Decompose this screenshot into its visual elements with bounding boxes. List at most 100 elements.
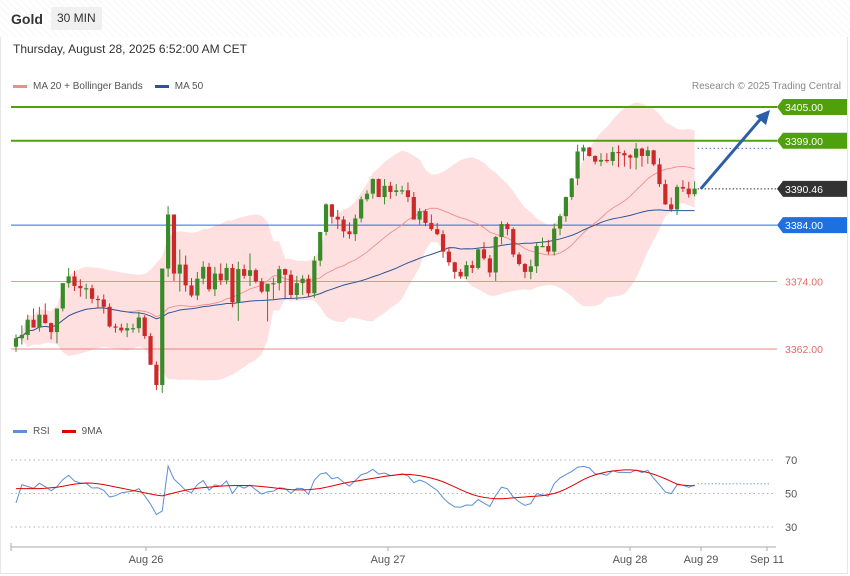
candle-body xyxy=(130,328,136,330)
candle xyxy=(195,271,200,301)
rsi-swatch xyxy=(13,430,27,433)
candle xyxy=(206,262,212,292)
legend-9ma-label: 9MA xyxy=(81,426,103,437)
candle xyxy=(364,190,370,202)
symbol-title: Gold xyxy=(11,11,43,27)
candle xyxy=(312,256,317,298)
candle xyxy=(511,227,516,258)
credit-text: Research © 2025 Trading Central xyxy=(691,81,841,92)
candle xyxy=(417,208,422,225)
candle xyxy=(411,191,416,220)
candle-body xyxy=(166,214,171,269)
candle-body xyxy=(294,283,299,295)
candle-body xyxy=(628,155,633,158)
candle xyxy=(335,209,340,230)
candle-body xyxy=(25,319,30,335)
candle-body xyxy=(517,254,522,265)
rsi-line xyxy=(15,464,695,516)
candle xyxy=(236,261,241,321)
candle xyxy=(101,294,106,314)
candle-body xyxy=(84,288,89,290)
timeframe-badge[interactable]: 30 MIN xyxy=(51,7,102,30)
candle xyxy=(598,153,604,167)
candle-body xyxy=(206,266,212,290)
candle xyxy=(540,237,545,248)
candle xyxy=(575,144,580,186)
legend-rsi-label: RSI xyxy=(33,426,50,437)
candle-body xyxy=(634,148,639,158)
x-tick-label: Sep 11 xyxy=(750,554,784,566)
candle xyxy=(13,334,19,352)
candle xyxy=(31,308,36,328)
candle-body xyxy=(230,267,235,303)
candle-body xyxy=(575,151,580,179)
candles-layer xyxy=(13,143,697,393)
candle xyxy=(353,214,358,241)
candle-body xyxy=(142,317,147,337)
candle-body xyxy=(271,283,276,285)
candle-body xyxy=(13,338,19,347)
candle-body xyxy=(493,237,498,273)
candle-body xyxy=(511,229,516,255)
level-labels-layer: 3405.00 3399.00 3390.46 3384.00 3374.00 3362.… xyxy=(777,99,847,356)
chart-datetime: Thursday, August 28, 2025 6:52:00 AM CET xyxy=(13,42,247,56)
candle xyxy=(669,197,674,212)
candle xyxy=(692,181,697,197)
candle-body xyxy=(528,266,533,272)
candle-body xyxy=(259,281,264,292)
candle-body xyxy=(154,364,159,386)
candle-body xyxy=(604,159,609,162)
candle-body xyxy=(78,285,83,289)
ma20-swatch xyxy=(13,85,27,88)
candle xyxy=(318,231,323,267)
candle xyxy=(66,267,71,288)
candle xyxy=(581,144,586,161)
rsi-level-label-70: 70 xyxy=(785,455,797,467)
candle xyxy=(107,303,112,328)
x-tick-label: Aug 29 xyxy=(684,554,719,566)
candle-body xyxy=(60,283,65,309)
candle-body xyxy=(610,152,615,162)
candle-body xyxy=(446,251,451,263)
rsi-panel: 70 50 30 xyxy=(11,455,797,534)
candle xyxy=(171,214,177,281)
level-label-3399.00: 3399.00 xyxy=(785,136,823,148)
candle-body xyxy=(253,270,258,282)
candle-body xyxy=(125,328,130,331)
candle xyxy=(405,182,411,203)
candle-body xyxy=(639,148,645,156)
candle-body xyxy=(470,265,475,268)
candle-body xyxy=(669,204,674,210)
candle-body xyxy=(429,222,434,230)
candle xyxy=(657,158,662,187)
candle xyxy=(189,278,194,298)
candle-body xyxy=(31,319,36,328)
candle-body xyxy=(522,264,528,272)
candle xyxy=(563,196,568,222)
candle xyxy=(37,306,42,332)
candle-body xyxy=(247,270,253,276)
candle-body xyxy=(388,185,393,192)
candle xyxy=(294,275,299,301)
ma50-line xyxy=(15,209,695,339)
candle xyxy=(160,268,165,393)
candle-body xyxy=(692,188,697,195)
ma50-swatch xyxy=(154,85,169,88)
candle-body xyxy=(552,228,557,252)
candle-body xyxy=(323,204,329,232)
candle xyxy=(645,146,650,164)
candle-body xyxy=(481,249,487,259)
candle-body xyxy=(101,299,106,307)
candle xyxy=(440,230,446,258)
candle-body xyxy=(189,285,194,296)
forecast-arrow-head xyxy=(755,110,770,126)
candle-body xyxy=(335,216,340,220)
candle-body xyxy=(464,265,469,277)
candle-body xyxy=(107,306,112,327)
candle xyxy=(242,264,247,279)
candle xyxy=(394,184,399,196)
candle xyxy=(370,178,375,199)
candle-body xyxy=(236,269,241,303)
candle-body xyxy=(72,276,77,286)
